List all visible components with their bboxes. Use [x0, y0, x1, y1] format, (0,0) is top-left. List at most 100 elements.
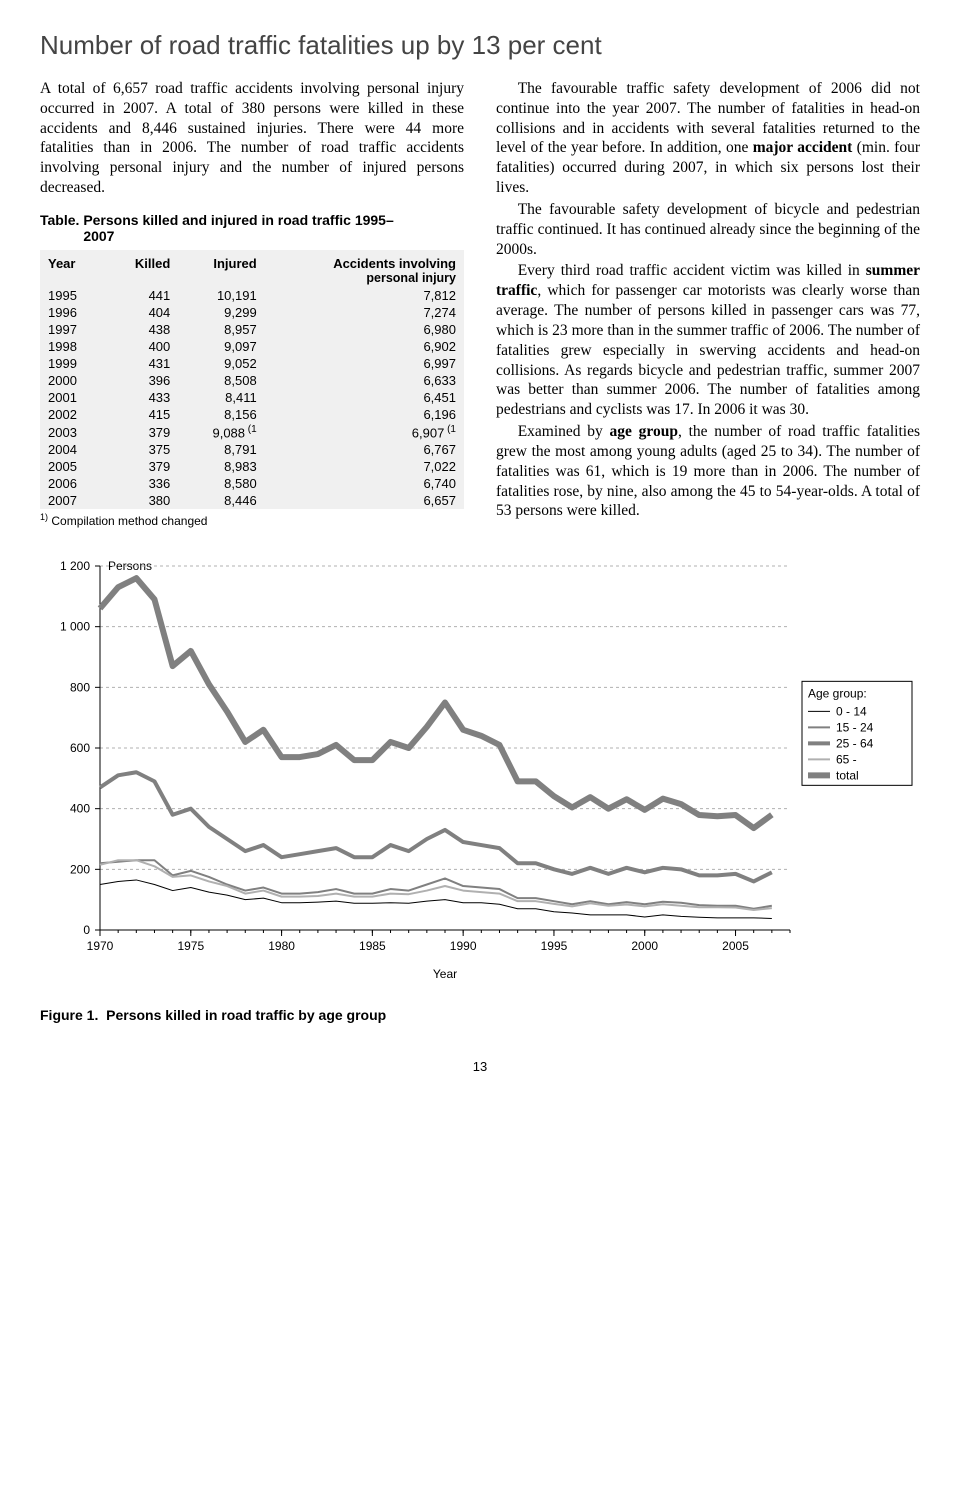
cell: 6,980: [265, 321, 464, 338]
figure-caption-prefix: Figure 1.: [40, 1007, 98, 1023]
cell: 1997: [40, 321, 104, 338]
cell: 8,411: [178, 389, 264, 406]
svg-text:1990: 1990: [450, 939, 477, 953]
table-row: 20053798,9837,022: [40, 458, 464, 475]
cell: 336: [104, 475, 178, 492]
table-row: 20073808,4466,657: [40, 492, 464, 509]
table-title: Table. Persons killed and injured in roa…: [40, 212, 464, 244]
footnote-sup: 1): [40, 512, 48, 522]
cell: 2007: [40, 492, 104, 509]
table-header-row: Year Killed Injured Accidents involving …: [40, 250, 464, 287]
cell: 6,451: [265, 389, 464, 406]
cell: 6,907 (1: [265, 423, 464, 441]
p4-bold: age group: [610, 423, 678, 440]
table-title-text: Persons killed and injured in road traff…: [83, 212, 403, 244]
svg-text:1975: 1975: [177, 939, 204, 953]
svg-text:1995: 1995: [541, 939, 568, 953]
cell: 7,274: [265, 304, 464, 321]
table-row: 20024158,1566,196: [40, 406, 464, 423]
cell: 8,508: [178, 372, 264, 389]
cell: 2003: [40, 423, 104, 441]
cell: 7,812: [265, 287, 464, 304]
svg-text:800: 800: [70, 681, 90, 695]
intro-paragraph: A total of 6,657 road traffic accidents …: [40, 79, 464, 198]
col-accidents-l1: Accidents involving: [333, 256, 456, 271]
svg-text:15 - 24: 15 - 24: [836, 721, 874, 735]
cell: 380: [104, 492, 178, 509]
right-p1: The favourable traffic safety developmen…: [496, 79, 920, 198]
cell: 441: [104, 287, 178, 304]
cell: 6,997: [265, 355, 464, 372]
cell: 8,791: [178, 441, 264, 458]
figure-caption: Figure 1. Persons killed in road traffic…: [40, 1007, 920, 1023]
cell: 2006: [40, 475, 104, 492]
cell: 1998: [40, 338, 104, 355]
cell: 375: [104, 441, 178, 458]
cell: 6,196: [265, 406, 464, 423]
fatalities-table: Year Killed Injured Accidents involving …: [40, 250, 464, 509]
p3a: Every third road traffic accident victim…: [518, 262, 866, 279]
cell: 6,657: [265, 492, 464, 509]
svg-text:total: total: [836, 769, 859, 783]
cell: 1996: [40, 304, 104, 321]
cell: 6,633: [265, 372, 464, 389]
svg-text:600: 600: [70, 741, 90, 755]
cell: 2005: [40, 458, 104, 475]
cell: 6,740: [265, 475, 464, 492]
svg-text:Year: Year: [433, 967, 457, 981]
cell: 2004: [40, 441, 104, 458]
cell: 8,580: [178, 475, 264, 492]
svg-text:2000: 2000: [631, 939, 658, 953]
cell: 9,052: [178, 355, 264, 372]
footnote-text: Compilation method changed: [51, 514, 207, 528]
table-row: 20003968,5086,633: [40, 372, 464, 389]
svg-text:0: 0: [83, 923, 90, 937]
cell: 2001: [40, 389, 104, 406]
table-row: 20033799,088 (16,907 (1: [40, 423, 464, 441]
svg-text:1980: 1980: [268, 939, 295, 953]
table-footnote: 1) Compilation method changed: [40, 512, 464, 528]
col-accidents: Accidents involving personal injury: [265, 250, 464, 287]
cell: 10,191: [178, 287, 264, 304]
right-p4: Examined by age group, the number of roa…: [496, 422, 920, 521]
cell: 2002: [40, 406, 104, 423]
cell: 379: [104, 458, 178, 475]
svg-text:25 - 64: 25 - 64: [836, 737, 874, 751]
cell: 2000: [40, 372, 104, 389]
cell: 6,902: [265, 338, 464, 355]
cell: 431: [104, 355, 178, 372]
cell: 7,022: [265, 458, 464, 475]
page-title: Number of road traffic fatalities up by …: [40, 30, 920, 61]
right-column: The favourable traffic safety developmen…: [496, 79, 920, 528]
cell: 9,299: [178, 304, 264, 321]
col-accidents-l2: personal injury: [273, 271, 456, 285]
cell: 396: [104, 372, 178, 389]
figure-caption-text: Persons killed in road traffic by age gr…: [106, 1007, 386, 1023]
table-row: 19964049,2997,274: [40, 304, 464, 321]
svg-text:1970: 1970: [87, 939, 114, 953]
cell: 379: [104, 423, 178, 441]
cell: 400: [104, 338, 178, 355]
line-chart: Persons02004006008001 0001 2001970197519…: [40, 556, 920, 986]
two-column-layout: A total of 6,657 road traffic accidents …: [40, 79, 920, 528]
svg-text:2005: 2005: [722, 939, 749, 953]
chart-container: Persons02004006008001 0001 2001970197519…: [40, 556, 920, 989]
svg-text:0 - 14: 0 - 14: [836, 705, 867, 719]
table-row: 20043758,7916,767: [40, 441, 464, 458]
table-row: 199544110,1917,812: [40, 287, 464, 304]
cell: 9,097: [178, 338, 264, 355]
svg-text:Age group:: Age group:: [808, 687, 867, 701]
table-row: 19994319,0526,997: [40, 355, 464, 372]
p4a: Examined by: [518, 423, 610, 440]
svg-text:200: 200: [70, 863, 90, 877]
intro-text: A total of 6,657 road traffic accidents …: [40, 79, 464, 198]
right-p3: Every third road traffic accident victim…: [496, 261, 920, 420]
cell: 8,446: [178, 492, 264, 509]
col-year: Year: [40, 250, 104, 287]
cell: 404: [104, 304, 178, 321]
table-row: 20014338,4116,451: [40, 389, 464, 406]
table-title-prefix: Table.: [40, 212, 79, 228]
cell: 8,957: [178, 321, 264, 338]
cell: 8,156: [178, 406, 264, 423]
p3b: , which for passenger car motorists was …: [496, 282, 920, 418]
